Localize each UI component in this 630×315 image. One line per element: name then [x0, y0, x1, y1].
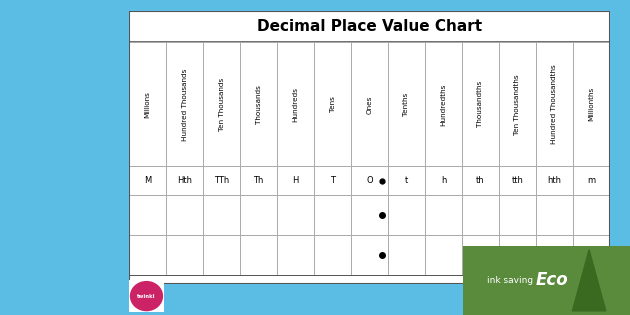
Text: Hundreds: Hundreds — [292, 87, 299, 122]
Bar — [240, 195, 277, 235]
Text: M: M — [144, 176, 151, 185]
Bar — [499, 42, 536, 166]
Text: Tenths: Tenths — [403, 93, 410, 116]
Bar — [573, 195, 610, 235]
Text: Thousandths: Thousandths — [478, 81, 483, 128]
Text: TTh: TTh — [214, 176, 229, 185]
Bar — [425, 195, 462, 235]
Text: Hundred Thousands: Hundred Thousands — [181, 68, 188, 140]
Bar — [314, 235, 351, 275]
Bar — [499, 195, 536, 235]
Bar — [388, 166, 425, 195]
Text: Ten Thousandths: Ten Thousandths — [515, 74, 520, 135]
Text: Hth: Hth — [177, 176, 192, 185]
Bar — [129, 11, 610, 42]
Text: Thousands: Thousands — [256, 85, 261, 124]
Text: H: H — [292, 176, 299, 185]
Bar — [314, 166, 351, 195]
Text: Decimal Place Value Chart: Decimal Place Value Chart — [257, 19, 482, 34]
Text: Th: Th — [253, 176, 264, 185]
Bar — [351, 195, 388, 235]
Bar — [203, 42, 240, 166]
Bar — [573, 235, 610, 275]
Bar — [277, 195, 314, 235]
Bar — [425, 42, 462, 166]
Bar — [351, 166, 388, 195]
Text: h: h — [441, 176, 446, 185]
Bar — [462, 195, 499, 235]
Bar — [240, 166, 277, 195]
Text: Ones: Ones — [367, 95, 372, 113]
Text: ink saving: ink saving — [487, 276, 533, 285]
Bar — [351, 235, 388, 275]
Bar — [166, 235, 203, 275]
Text: hth: hth — [547, 176, 561, 185]
Polygon shape — [573, 250, 606, 311]
Bar — [203, 235, 240, 275]
Bar — [314, 195, 351, 235]
Bar — [536, 42, 573, 166]
Text: Ten Thousands: Ten Thousands — [219, 78, 224, 131]
Bar — [462, 166, 499, 195]
Bar — [536, 195, 573, 235]
Bar — [536, 166, 573, 195]
Bar — [277, 235, 314, 275]
Bar — [203, 195, 240, 235]
Bar — [240, 42, 277, 166]
Bar — [277, 42, 314, 166]
Bar — [166, 166, 203, 195]
Text: t: t — [405, 176, 408, 185]
Text: twinkl: twinkl — [137, 294, 156, 299]
Bar — [314, 42, 351, 166]
Bar — [388, 42, 425, 166]
Bar — [351, 42, 388, 166]
Bar — [240, 235, 277, 275]
Bar — [536, 235, 573, 275]
Bar — [203, 166, 240, 195]
Bar — [499, 235, 536, 275]
Circle shape — [130, 282, 163, 311]
Bar — [425, 166, 462, 195]
Bar — [277, 166, 314, 195]
Bar — [388, 195, 425, 235]
Text: Tens: Tens — [329, 96, 336, 112]
Text: tth: tth — [512, 176, 524, 185]
Bar — [166, 42, 203, 166]
Text: th: th — [476, 176, 484, 185]
Bar — [388, 235, 425, 275]
Text: Hundredths: Hundredths — [440, 83, 447, 126]
Text: m: m — [587, 176, 595, 185]
Text: Eco: Eco — [536, 271, 569, 289]
Text: Millions: Millions — [145, 91, 151, 118]
Bar — [129, 42, 166, 166]
Bar — [425, 235, 462, 275]
Bar — [573, 42, 610, 166]
Bar — [499, 166, 536, 195]
Bar — [462, 42, 499, 166]
Text: O: O — [366, 176, 373, 185]
Bar — [129, 166, 166, 195]
Bar — [129, 275, 610, 284]
Text: Hundred Thousandths: Hundred Thousandths — [551, 65, 558, 144]
Bar — [129, 235, 166, 275]
Bar — [129, 195, 166, 235]
Bar — [166, 195, 203, 235]
Bar — [573, 166, 610, 195]
Text: T: T — [330, 176, 335, 185]
Text: Millionths: Millionths — [588, 87, 594, 122]
Bar — [462, 235, 499, 275]
